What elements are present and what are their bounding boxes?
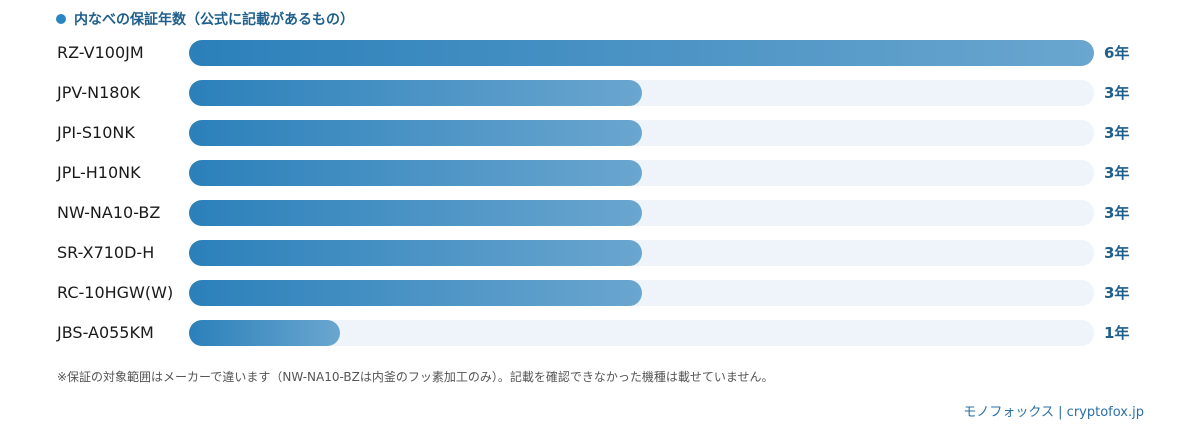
footnote: ※保証の対象範囲はメーカーで違います（NW-NA10-BZは内釜のフッ素加工のみ… [57,370,774,384]
category-label: NW-NA10-BZ [57,203,161,222]
value-label: 3年 [1104,84,1130,102]
value-label: 3年 [1104,124,1130,142]
bar-row: JPI-S10NK 3年 [0,120,1200,146]
source-credit[interactable]: モノフォックス | cryptofox.jp [963,405,1144,420]
bar [189,280,642,306]
bar [189,320,340,346]
category-label: RC-10HGW(W) [57,283,174,302]
bar-track [189,160,1094,186]
value-label: 3年 [1104,244,1130,262]
category-label: SR-X710D-H [57,243,155,262]
bar-row: SR-X710D-H 3年 [0,240,1200,266]
bar [189,160,642,186]
bar-row: JBS-A055KM 1年 [0,320,1200,346]
value-label: 3年 [1104,284,1130,302]
chart-title: 内なべの保証年数（公式に記載があるもの） [56,9,354,29]
bar-track [189,320,1094,346]
bar [189,80,642,106]
bar-row: RZ-V100JM 6年 [0,40,1200,66]
bar-track [189,120,1094,146]
category-label: RZ-V100JM [57,43,144,62]
bullet-dot-icon [56,14,66,24]
value-label: 6年 [1104,44,1130,62]
bar [189,200,642,226]
bar-track [189,240,1094,266]
chart-title-text: 内なべの保証年数（公式に記載があるもの） [74,12,354,28]
category-label: JBS-A055KM [57,323,154,342]
bar-row: JPV-N180K 3年 [0,80,1200,106]
bar-track [189,80,1094,106]
bar-row: NW-NA10-BZ 3年 [0,200,1200,226]
bar-track [189,200,1094,226]
category-label: JPI-S10NK [57,123,135,142]
bar-row: RC-10HGW(W) 3年 [0,280,1200,306]
category-label: JPL-H10NK [57,163,141,182]
bar [189,240,642,266]
bar [189,40,1094,66]
category-label: JPV-N180K [57,83,141,102]
bar-row: JPL-H10NK 3年 [0,160,1200,186]
bar-track [189,280,1094,306]
value-label: 1年 [1104,324,1130,342]
bar-track [189,40,1094,66]
bar [189,120,642,146]
value-label: 3年 [1104,204,1130,222]
value-label: 3年 [1104,164,1130,182]
